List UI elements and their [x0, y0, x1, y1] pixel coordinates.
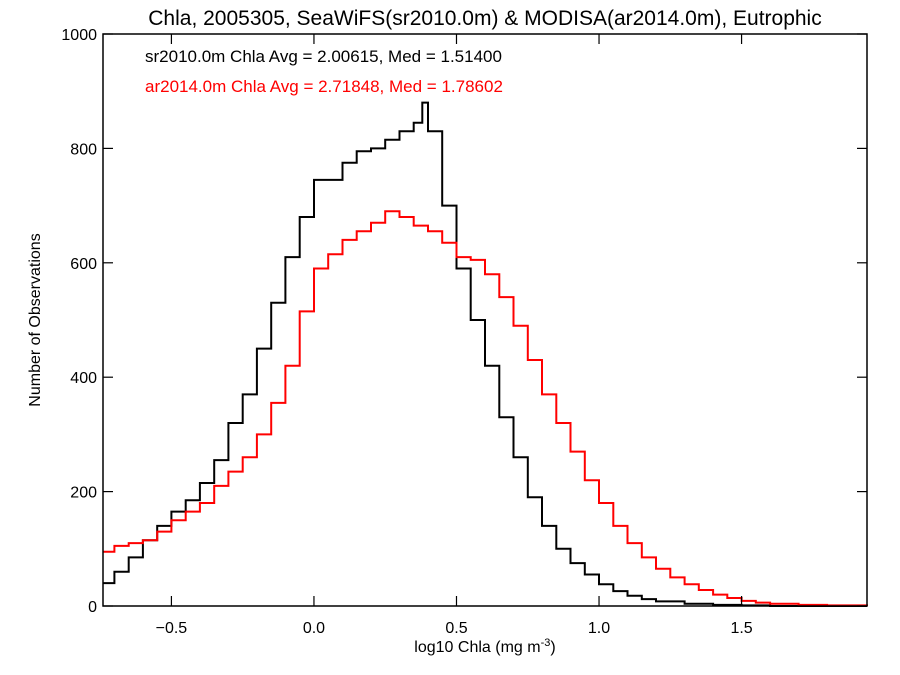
x-tick-label: −0.5 — [156, 620, 188, 637]
y-tick-label: 800 — [70, 141, 97, 158]
x-tick-label: 1.0 — [588, 620, 610, 637]
y-tick-label: 200 — [70, 485, 97, 502]
chart-title: Chla, 2005305, SeaWiFS(sr2010.0m) & MODI… — [148, 7, 821, 30]
series-stat-label-sr2010: sr2010.0m Chla Avg = 2.00615, Med = 1.51… — [145, 47, 502, 66]
y-tick-label: 0 — [88, 599, 97, 616]
plot-frame — [102, 33, 868, 607]
x-axis-title: log10 Chla (mg m-3) — [414, 637, 555, 656]
series-stat-label-ar2014: ar2014.0m Chla Avg = 2.71848, Med = 1.78… — [145, 77, 503, 96]
plot-series — [103, 101, 868, 607]
y-tick-label: 400 — [70, 370, 97, 387]
x-tick-label: 1.5 — [730, 620, 752, 637]
x-axis-title-suffix: ) — [550, 639, 555, 656]
x-axis-title-main: log10 Chla (mg m — [414, 639, 540, 656]
y-tick-label: 600 — [70, 256, 97, 273]
y-axis-ticks: 0 200 400 600 800 1000 — [61, 27, 867, 616]
x-axis-title-superscript: -3 — [541, 637, 551, 649]
x-tick-label: 0.0 — [303, 620, 325, 637]
x-axis-ticks: −0.5 0.0 0.5 1.0 1.5 — [156, 34, 753, 637]
series-line-1 — [103, 210, 868, 607]
y-tick-label: 1000 — [61, 27, 97, 44]
y-axis-title: Number of Observations — [27, 233, 44, 406]
series-line-0 — [103, 101, 867, 607]
x-tick-label: 0.5 — [445, 620, 467, 637]
